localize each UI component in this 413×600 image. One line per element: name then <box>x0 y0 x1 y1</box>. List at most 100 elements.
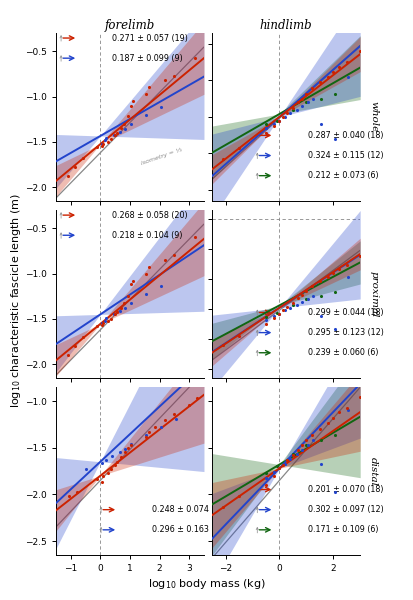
Point <box>157 103 164 112</box>
Point <box>142 289 149 298</box>
Text: 0.324 ± 0.115 (12): 0.324 ± 0.115 (12) <box>308 151 383 160</box>
Point <box>316 277 322 286</box>
Text: log$_{10}$ body mass (kg): log$_{10}$ body mass (kg) <box>148 577 265 591</box>
Point <box>316 77 322 86</box>
Point <box>128 440 134 450</box>
Point <box>286 454 293 464</box>
Point <box>262 319 268 329</box>
Point <box>142 110 149 119</box>
Point <box>308 281 314 291</box>
Point <box>129 276 136 286</box>
Point <box>330 430 337 440</box>
Point <box>116 127 123 137</box>
Point <box>128 101 134 110</box>
Point <box>293 300 299 310</box>
Text: 0.296 ± 0.163 (10): 0.296 ± 0.163 (10) <box>152 526 227 535</box>
Point <box>107 314 114 324</box>
Point <box>171 251 177 260</box>
Point <box>298 290 305 300</box>
Point <box>317 459 324 469</box>
Point <box>262 123 268 133</box>
Point <box>116 306 123 316</box>
Text: 0.295 ± 0.123 (12): 0.295 ± 0.123 (12) <box>308 328 383 337</box>
Point <box>329 67 336 76</box>
Point <box>281 305 287 315</box>
Point <box>324 272 330 282</box>
Point <box>302 89 309 98</box>
Point <box>342 403 349 412</box>
Point <box>262 312 268 322</box>
Point <box>316 424 322 434</box>
Point <box>356 392 363 402</box>
Point <box>324 72 330 82</box>
Point <box>281 459 287 469</box>
Point <box>112 460 118 469</box>
Point <box>270 311 277 321</box>
Point <box>142 432 149 442</box>
Text: 0.171 ± 0.109 (6): 0.171 ± 0.109 (6) <box>308 526 378 535</box>
Point <box>294 98 301 107</box>
Point <box>142 89 149 98</box>
Point <box>103 133 109 143</box>
Point <box>270 121 277 130</box>
Point <box>286 109 293 118</box>
Text: 0.302 ± 0.097 (12): 0.302 ± 0.097 (12) <box>308 505 383 514</box>
Point <box>104 316 111 326</box>
Point <box>103 455 109 464</box>
Point <box>185 400 192 410</box>
Point <box>152 422 158 432</box>
Point <box>302 98 309 107</box>
Point <box>275 309 282 319</box>
Point <box>270 119 277 129</box>
Point <box>110 130 116 139</box>
Point <box>308 83 314 92</box>
Point <box>283 302 290 312</box>
Point <box>79 332 85 342</box>
Point <box>98 142 105 151</box>
Point <box>219 340 225 350</box>
Point <box>162 76 169 85</box>
Point <box>100 471 106 481</box>
Point <box>317 291 324 301</box>
Point <box>275 463 282 473</box>
Point <box>107 134 114 144</box>
Text: 0.201 ± 0.070 (18): 0.201 ± 0.070 (18) <box>308 485 383 494</box>
Point <box>330 324 337 334</box>
Point <box>128 280 134 289</box>
Point <box>145 427 152 437</box>
Point <box>283 455 290 464</box>
Text: 0.187 ± 0.099 (9): 0.187 ± 0.099 (9) <box>112 53 183 62</box>
Point <box>162 415 169 425</box>
Point <box>294 445 301 454</box>
Point <box>172 414 179 424</box>
Point <box>273 308 279 318</box>
Point <box>98 478 105 487</box>
Point <box>275 309 282 319</box>
Point <box>100 139 106 148</box>
Text: distal: distal <box>368 457 377 485</box>
Point <box>280 460 286 469</box>
Point <box>98 458 105 467</box>
Point <box>94 143 100 152</box>
Point <box>101 316 108 326</box>
Point <box>113 128 120 137</box>
Point <box>112 309 118 319</box>
Point <box>283 109 290 118</box>
Point <box>64 172 71 181</box>
Point <box>302 286 309 296</box>
Point <box>125 112 131 121</box>
Point <box>329 413 336 423</box>
Point <box>289 300 295 310</box>
Text: 0.268 ± 0.058 (20): 0.268 ± 0.058 (20) <box>112 211 188 220</box>
Point <box>289 451 295 460</box>
Point <box>128 298 134 307</box>
Point <box>219 154 225 164</box>
Point <box>121 448 128 457</box>
Point <box>294 293 301 303</box>
Point <box>262 119 268 129</box>
Point <box>104 468 111 478</box>
Title: forelimb: forelimb <box>104 19 155 32</box>
Point <box>330 134 337 143</box>
Point <box>275 463 282 473</box>
Text: isometry = ⅓: isometry = ⅓ <box>140 147 182 166</box>
